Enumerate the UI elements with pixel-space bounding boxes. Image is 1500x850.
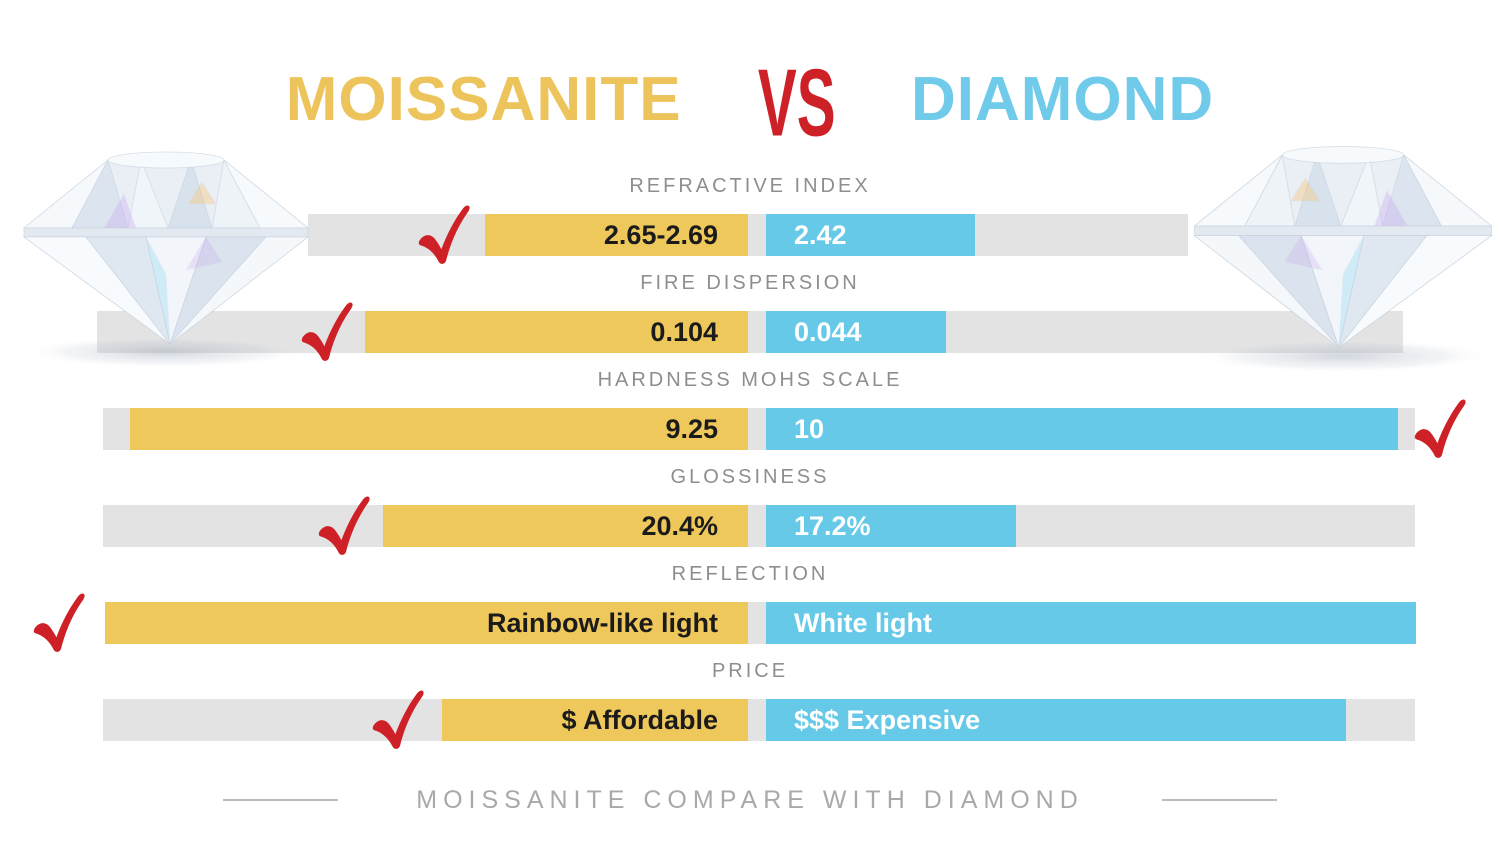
diamond-bar: White light: [766, 602, 1416, 644]
diamond-bar: 17.2%: [766, 505, 1016, 547]
moissanite-value: 2.65-2.69: [603, 219, 718, 250]
footer-text: MOISSANITE COMPARE WITH DIAMOND: [416, 785, 1084, 814]
row-label: REFRACTIVE INDEX: [629, 175, 871, 197]
row-label: FIRE DISPERSION: [640, 272, 860, 294]
winner-check-icon: [33, 593, 85, 652]
title-moissanite: MOISSANITE: [285, 65, 682, 134]
winner-check-icon: [1414, 399, 1466, 458]
footer-line-right: [1161, 799, 1277, 801]
winner-check-icon: [301, 302, 353, 361]
row-label: PRICE: [711, 660, 789, 682]
moissanite-value: $ Affordable: [561, 704, 718, 735]
moissanite-bar: Rainbow-like light: [105, 602, 748, 644]
winner-check-icon: [372, 690, 424, 749]
winner-check-icon: [418, 205, 470, 264]
moissanite-bar: 20.4%: [383, 505, 748, 547]
row-label: GLOSSINESS: [670, 466, 830, 488]
row-label: HARDNESS MOHS SCALE: [597, 369, 903, 391]
moissanite-bar: 0.104: [365, 311, 748, 353]
diamond-value: $$$ Expensive: [794, 704, 981, 735]
diamond-bar: $$$ Expensive: [766, 699, 1346, 741]
diamond-value: White light: [794, 607, 932, 638]
diamond-value: 0.044: [794, 316, 862, 347]
bar-track: [103, 505, 1415, 547]
moissanite-bar: $ Affordable: [442, 699, 748, 741]
moissanite-bar: 2.65-2.69: [485, 214, 748, 256]
footer-line-left: [223, 799, 339, 801]
moissanite-value: 0.104: [650, 316, 718, 347]
title-diamond: DIAMOND: [911, 65, 1215, 134]
moissanite-value: Rainbow-like light: [486, 607, 718, 638]
page-title: MOISSANITE VS DIAMOND: [0, 55, 1500, 151]
diamond-photo-right: [1193, 146, 1493, 373]
title-vs: VS: [757, 48, 836, 157]
footer: MOISSANITE COMPARE WITH DIAMOND: [0, 778, 1500, 822]
moissanite-bar: 9.25: [130, 408, 748, 450]
winner-check-icon: [318, 496, 370, 555]
diamond-photo-left: [22, 151, 310, 368]
moissanite-value: 20.4%: [641, 510, 718, 541]
diamond-value: 2.42: [794, 219, 847, 250]
diamond-bar: 2.42: [766, 214, 975, 256]
moissanite-value: 9.25: [665, 413, 718, 444]
diamond-value: 10: [794, 413, 825, 444]
diamond-bar: 10: [766, 408, 1398, 450]
row-label: REFLECTION: [671, 563, 829, 585]
diamond-bar: 0.044: [766, 311, 946, 353]
diamond-value: 17.2%: [794, 510, 871, 541]
